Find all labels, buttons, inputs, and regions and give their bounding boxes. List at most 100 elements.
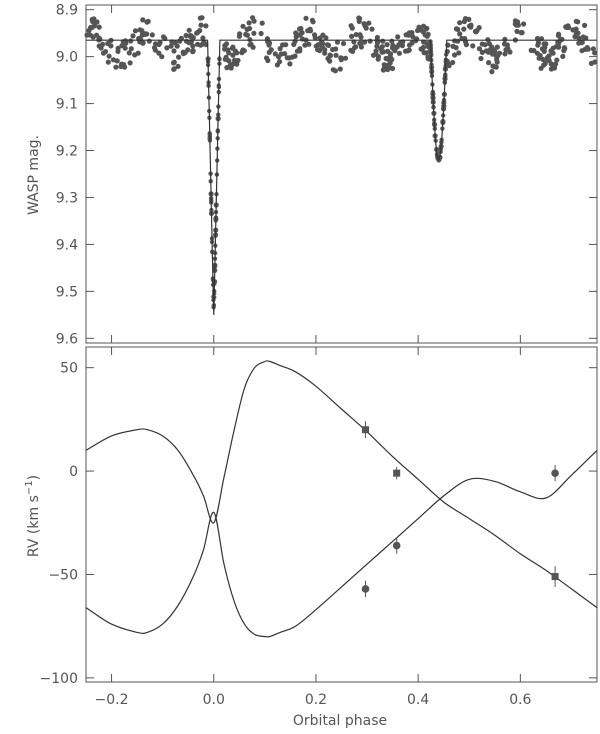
lightcurve-point bbox=[128, 38, 134, 44]
lightcurve-point bbox=[156, 50, 162, 56]
lightcurve-point bbox=[199, 15, 205, 21]
lightcurve-point bbox=[126, 50, 132, 56]
lightcurve-point bbox=[353, 44, 359, 50]
lightcurve-point bbox=[115, 45, 121, 52]
lightcurve-point bbox=[230, 52, 236, 58]
lightcurve-point bbox=[106, 53, 112, 59]
lightcurve-point bbox=[348, 23, 354, 29]
lightcurve-model-line bbox=[86, 39, 597, 315]
lightcurve-point bbox=[573, 18, 579, 24]
top-y-tick-label: 9.3 bbox=[56, 190, 78, 206]
lightcurve-point bbox=[251, 30, 257, 36]
lightcurve-point bbox=[540, 56, 546, 63]
lightcurve-point bbox=[489, 69, 495, 75]
lightcurve-point bbox=[168, 43, 174, 49]
lightcurve-point bbox=[349, 33, 355, 40]
lightcurve-point bbox=[456, 50, 462, 56]
lightcurve-point bbox=[152, 41, 159, 47]
lightcurve-point bbox=[490, 51, 496, 57]
lightcurve-point bbox=[555, 33, 562, 39]
lightcurve-point bbox=[563, 24, 569, 30]
bottom-x-tick-label: 0.0 bbox=[203, 692, 225, 708]
rv-point-circle bbox=[551, 469, 559, 477]
lightcurve-point bbox=[293, 30, 299, 36]
lightcurve-point bbox=[421, 50, 427, 56]
lightcurve-point bbox=[476, 46, 482, 52]
lightcurve-point bbox=[361, 21, 367, 27]
bottom-y-tick-label: −100 bbox=[40, 671, 78, 687]
lightcurve-point bbox=[340, 40, 347, 47]
rv-model-line-primary bbox=[85, 360, 598, 609]
bottom-x-tick-label: −0.2 bbox=[95, 692, 129, 708]
lightcurve-point bbox=[583, 35, 589, 41]
lightcurve-point bbox=[186, 27, 192, 33]
lightcurve-point bbox=[98, 45, 104, 51]
lightcurve-point bbox=[277, 46, 283, 52]
lightcurve-point bbox=[102, 49, 109, 55]
lightcurve-point bbox=[482, 42, 488, 48]
lightcurve-point bbox=[230, 44, 236, 50]
rv-label-sup: −1 bbox=[24, 480, 35, 495]
bottom-y-tick-label: 0 bbox=[69, 464, 78, 480]
lightcurve-point bbox=[197, 28, 203, 34]
lightcurve-point bbox=[96, 24, 102, 30]
lightcurve-point bbox=[127, 60, 133, 66]
lightcurve-point bbox=[274, 62, 280, 68]
lightcurve-point bbox=[534, 50, 541, 56]
rv-label-main: RV (km s bbox=[26, 495, 42, 557]
lightcurve-point bbox=[461, 26, 467, 32]
lightcurve-point bbox=[579, 48, 585, 54]
lightcurve-point bbox=[531, 48, 537, 54]
lightcurve-point bbox=[315, 42, 321, 48]
lightcurve-point bbox=[457, 20, 463, 26]
lightcurve-point bbox=[375, 38, 381, 44]
lightcurve-point bbox=[505, 46, 511, 52]
lightcurve-point bbox=[251, 18, 257, 24]
rv-points bbox=[361, 421, 559, 598]
lightcurve-point bbox=[486, 49, 492, 55]
top-y-tick-label: 9.1 bbox=[56, 97, 78, 113]
lightcurve-point bbox=[424, 33, 430, 39]
lightcurve-point bbox=[495, 53, 501, 59]
lightcurve-point bbox=[514, 28, 520, 34]
lightcurve-point bbox=[247, 42, 253, 48]
lightcurve-point bbox=[513, 22, 519, 28]
lightcurve-point bbox=[416, 24, 422, 30]
lightcurve-point bbox=[545, 57, 551, 63]
lightcurve-point bbox=[494, 44, 500, 50]
top-x-ticks bbox=[111, 5, 521, 343]
lightcurve-point bbox=[157, 40, 163, 46]
lightcurve-point bbox=[330, 67, 336, 73]
lightcurve-point bbox=[375, 56, 381, 62]
lightcurve-point bbox=[446, 63, 452, 69]
bottom-x-tick-label: 0.6 bbox=[509, 692, 531, 708]
lightcurve-point bbox=[183, 32, 189, 39]
top-y-tick-label: 9.0 bbox=[56, 50, 78, 66]
lightcurve-point bbox=[113, 64, 119, 70]
lightcurve-point bbox=[139, 28, 145, 34]
lightcurve-point bbox=[297, 46, 303, 52]
bottom-y-tick-label: 50 bbox=[60, 361, 78, 377]
lightcurve-point bbox=[149, 32, 155, 38]
lightcurve-point bbox=[122, 45, 128, 51]
lightcurve-point bbox=[326, 42, 332, 49]
lightcurve-point bbox=[350, 48, 356, 55]
lightcurve-point bbox=[246, 20, 252, 26]
lightcurve-point bbox=[356, 18, 362, 24]
lightcurve-point bbox=[200, 35, 206, 41]
lightcurve-point bbox=[457, 31, 463, 37]
lightcurve-point bbox=[146, 38, 152, 44]
lightcurve-point bbox=[373, 48, 379, 54]
top-plot-frame bbox=[85, 4, 598, 344]
lightcurve-point bbox=[535, 42, 541, 48]
lightcurve-point bbox=[493, 64, 499, 70]
lightcurve-point bbox=[409, 40, 415, 46]
lightcurve-point bbox=[291, 41, 297, 48]
lightcurve-point bbox=[363, 25, 369, 31]
lightcurve-point bbox=[380, 38, 386, 44]
lightcurve-point bbox=[473, 29, 479, 35]
rv-label-close: ) bbox=[26, 475, 42, 480]
lightcurve-point bbox=[203, 23, 209, 29]
lightcurve-point bbox=[342, 55, 349, 61]
